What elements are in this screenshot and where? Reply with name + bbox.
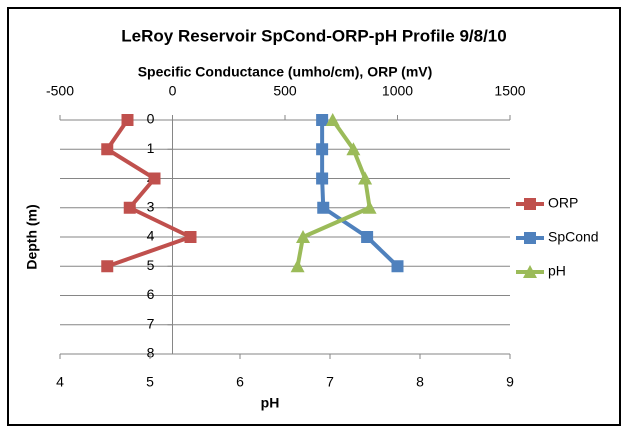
marker [524,198,536,210]
x2-tick-label: 9 [506,374,514,390]
y-tick-label: 4 [147,228,155,244]
x2-tick-label: 5 [146,374,154,390]
x2-tick-label: 7 [326,374,334,390]
legend-label: ORP [548,195,578,211]
marker [101,143,114,156]
marker [316,172,329,185]
y-tick-label: 0 [147,111,155,127]
x-axis-title: Specific Conductance (umho/cm), ORP (mV) [138,64,433,80]
marker [361,231,374,243]
x2-axis-title: pH [261,395,280,411]
marker [184,231,197,243]
marker [524,232,536,244]
y-tick-label: 7 [147,315,155,331]
marker [296,230,310,243]
legend-label: pH [548,263,566,279]
y-tick-label: 6 [147,286,155,302]
marker [101,260,114,273]
y-axis-title: Depth (m) [24,204,40,269]
marker [123,201,136,214]
marker [523,265,537,278]
marker [148,172,161,185]
marker [325,113,340,126]
x2-tick-label: 8 [416,374,424,390]
marker [316,143,329,156]
x-tick-label: -500 [46,83,74,99]
marker [362,200,377,214]
marker [121,114,134,126]
legend-label: SpCond [548,229,599,245]
marker [391,260,404,273]
chart-border [7,7,621,426]
x2-tick-label: 4 [56,374,64,390]
x-tick-label: 1500 [494,83,525,99]
chart-title: LeRoy Reservoir SpCond-ORP-pH Profile 9/… [121,26,506,45]
marker [290,259,305,273]
y-tick-label: 1 [147,140,155,156]
x-tick-label: 0 [169,83,177,99]
marker [358,171,373,185]
x-tick-label: 1000 [382,83,413,99]
marker [317,201,330,214]
y-tick-label: 3 [147,198,155,214]
marker [346,142,361,156]
marker [316,114,329,126]
x-tick-label: 500 [273,83,297,99]
y-tick-label: 8 [147,345,155,361]
x2-tick-label: 6 [236,374,244,390]
y-tick-label: 5 [147,257,155,273]
